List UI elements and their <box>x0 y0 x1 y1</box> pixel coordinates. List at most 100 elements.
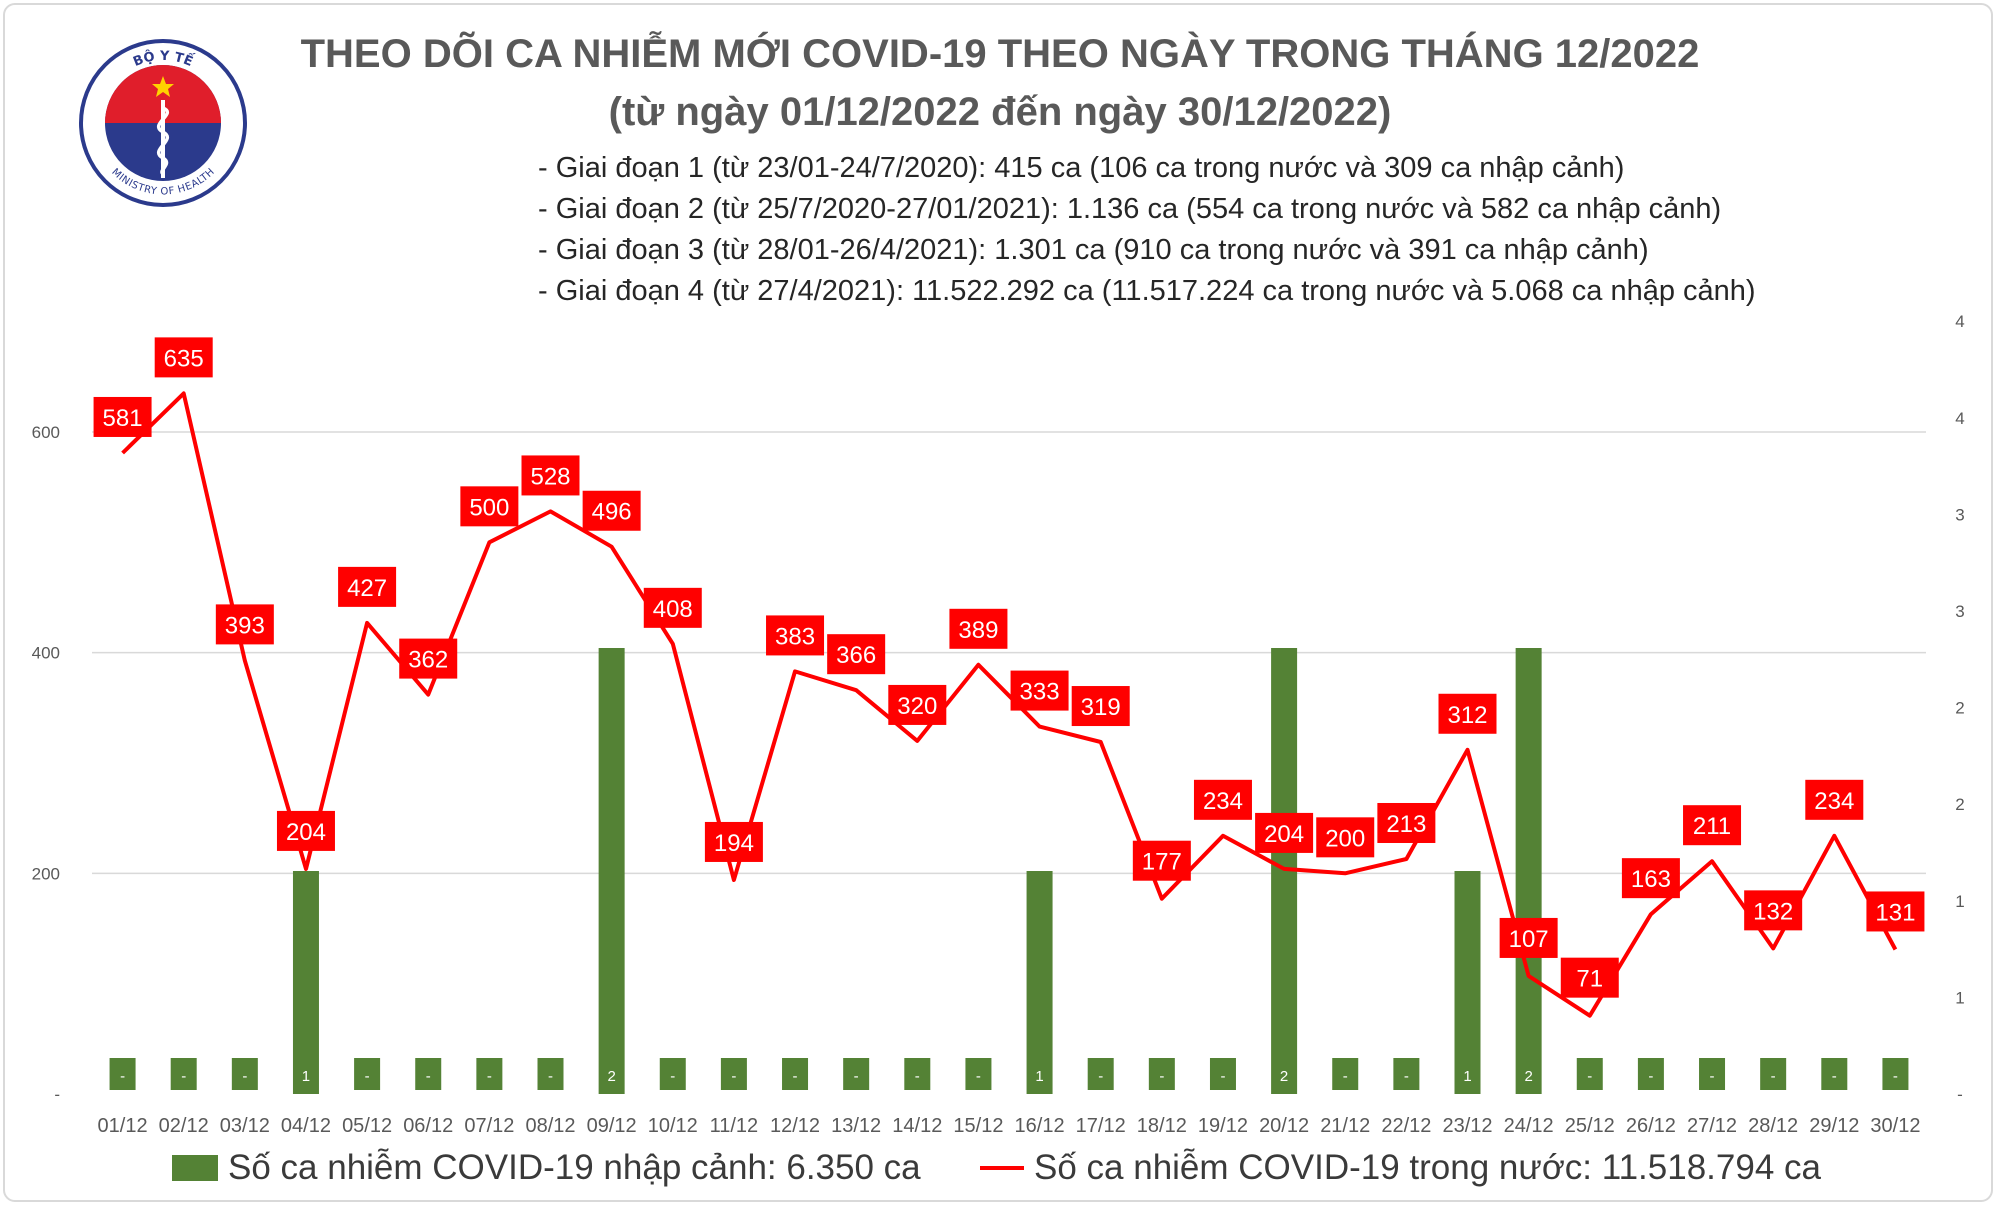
import-bar <box>1576 1058 1603 1090</box>
x-axis-tick: 11/12 <box>710 1115 759 1137</box>
domestic-value-label: 131 <box>1875 899 1915 926</box>
x-axis-tick: 08/12 <box>525 1115 575 1137</box>
import-bar <box>415 1058 442 1090</box>
domestic-value-label: 333 <box>1020 679 1060 706</box>
x-axis-tick: 09/12 <box>587 1115 637 1137</box>
right-axis-tick: 1 <box>1955 892 1964 911</box>
domestic-value-label: 200 <box>1325 825 1365 852</box>
phase-item: - Giai đoạn 2 (từ 25/7/2020-27/01/2021):… <box>538 193 1722 225</box>
domestic-value-label-box <box>1438 693 1497 734</box>
svg-text:BỘ Y TẾ: BỘ Y TẾ <box>131 48 195 70</box>
import-bar <box>231 1058 258 1090</box>
x-axis-tick: 01/12 <box>98 1115 148 1137</box>
legend-bar-swatch <box>172 1155 218 1181</box>
right-axis-tick: 2 <box>1955 795 1964 814</box>
chart-subtitle: (từ ngày 01/12/2022 đến ngày 30/12/2022) <box>608 90 1392 134</box>
domestic-value-label: 427 <box>347 575 387 602</box>
x-axis-tick: 24/12 <box>1504 1115 1554 1137</box>
x-axis-tick: 07/12 <box>464 1115 514 1137</box>
import-bar <box>1760 1058 1787 1090</box>
import-bar <box>1087 1058 1114 1090</box>
x-axis-tick: 03/12 <box>220 1115 270 1137</box>
domestic-value-label: 211 <box>1693 813 1731 840</box>
domestic-value-label: 319 <box>1081 694 1121 721</box>
left-axis-tick: 200 <box>32 864 60 883</box>
x-axis-tick: 27/12 <box>1687 1115 1737 1137</box>
x-axis-tick: 15/12 <box>953 1115 1003 1137</box>
import-bar <box>537 1058 564 1090</box>
x-axis-tick: 28/12 <box>1748 1115 1798 1137</box>
domestic-value-label: 163 <box>1631 866 1671 893</box>
domestic-value-label: 71 <box>1576 966 1603 993</box>
x-axis-tick: 23/12 <box>1442 1115 1492 1137</box>
domestic-value-label: 107 <box>1509 926 1549 953</box>
right-axis-tick: 3 <box>1955 505 1964 524</box>
x-axis-tick: 30/12 <box>1870 1115 1920 1137</box>
domestic-value-label: 312 <box>1447 702 1487 729</box>
domestic-value-label-box <box>1744 890 1803 931</box>
domestic-value-label-box <box>1621 858 1680 899</box>
domestic-value-label-box <box>1316 817 1375 858</box>
import-bar-label: - <box>1648 1068 1653 1085</box>
phase-item: - Giai đoạn 4 (từ 27/4/2021): 11.522.292… <box>538 275 1756 307</box>
import-bar-label: - <box>1343 1068 1348 1085</box>
import-bar-label: 1 <box>1463 1068 1471 1085</box>
domestic-value-label: 528 <box>530 463 570 490</box>
import-bar-label: - <box>1404 1068 1409 1085</box>
import-bar-label: - <box>1710 1068 1715 1085</box>
import-bar <box>1454 871 1481 1094</box>
import-bar <box>1699 1058 1726 1090</box>
x-axis-tick: 18/12 <box>1137 1115 1187 1137</box>
left-axis-tick: - <box>54 1085 60 1104</box>
import-bar-label: 1 <box>1035 1068 1043 1085</box>
left-axis-tick: 400 <box>32 644 60 663</box>
domestic-value-label-box <box>766 615 825 656</box>
import-bar <box>1393 1058 1420 1090</box>
domestic-value-label: 177 <box>1142 849 1182 876</box>
x-axis-tick: 29/12 <box>1809 1115 1859 1137</box>
import-bar <box>843 1058 870 1090</box>
import-bar <box>965 1058 992 1090</box>
right-axis-tick: 1 <box>1955 988 1964 1007</box>
domestic-value-label-box <box>276 810 335 851</box>
import-bar-label: - <box>548 1068 553 1085</box>
domestic-value-label-box <box>643 587 702 628</box>
import-bar <box>1882 1058 1909 1090</box>
import-bar <box>292 871 319 1094</box>
import-bar <box>1821 1058 1848 1090</box>
legend-domestic-label: Số ca nhiễm COVID-19 trong nước: 11.518.… <box>1034 1148 1821 1187</box>
domestic-value-label: 234 <box>1814 788 1854 815</box>
domestic-value-label-box <box>582 490 641 531</box>
import-bar-label: - <box>1220 1068 1225 1085</box>
x-axis-tick: 05/12 <box>342 1115 392 1137</box>
domestic-value-label-box <box>888 684 947 725</box>
import-bar <box>1026 871 1053 1094</box>
domestic-value-label-box <box>1499 917 1558 958</box>
right-axis-tick: 4 <box>1955 409 1964 428</box>
import-bar <box>1332 1058 1359 1090</box>
import-bar <box>659 1058 686 1090</box>
import-bar-label: - <box>854 1068 859 1085</box>
x-axis-tick: 12/12 <box>770 1115 820 1137</box>
import-bar-label: 1 <box>302 1068 310 1085</box>
x-axis-tick: 22/12 <box>1381 1115 1431 1137</box>
domestic-value-label: 389 <box>958 617 998 644</box>
import-bar <box>1637 1058 1664 1090</box>
import-bar-label: - <box>365 1068 370 1085</box>
import-bar-label: - <box>1098 1068 1103 1085</box>
chart-title: THEO DÕI CA NHIỄM MỚI COVID-19 THEO NGÀY… <box>300 32 1700 76</box>
import-bar-label: - <box>120 1068 125 1085</box>
import-bar-label: - <box>1159 1068 1164 1085</box>
left-axis-tick: 600 <box>32 423 60 442</box>
import-bar-label: - <box>181 1068 186 1085</box>
domestic-value-label: 204 <box>286 819 326 846</box>
right-axis-tick: 4 <box>1955 312 1964 331</box>
import-bar-label: - <box>915 1068 920 1085</box>
import-bar-label: - <box>976 1068 981 1085</box>
import-bar <box>1148 1058 1175 1090</box>
import-bar <box>720 1058 747 1090</box>
domestic-value-label-box <box>521 455 580 496</box>
import-bar-label: 2 <box>1280 1068 1288 1085</box>
x-axis-tick: 21/12 <box>1320 1115 1370 1137</box>
